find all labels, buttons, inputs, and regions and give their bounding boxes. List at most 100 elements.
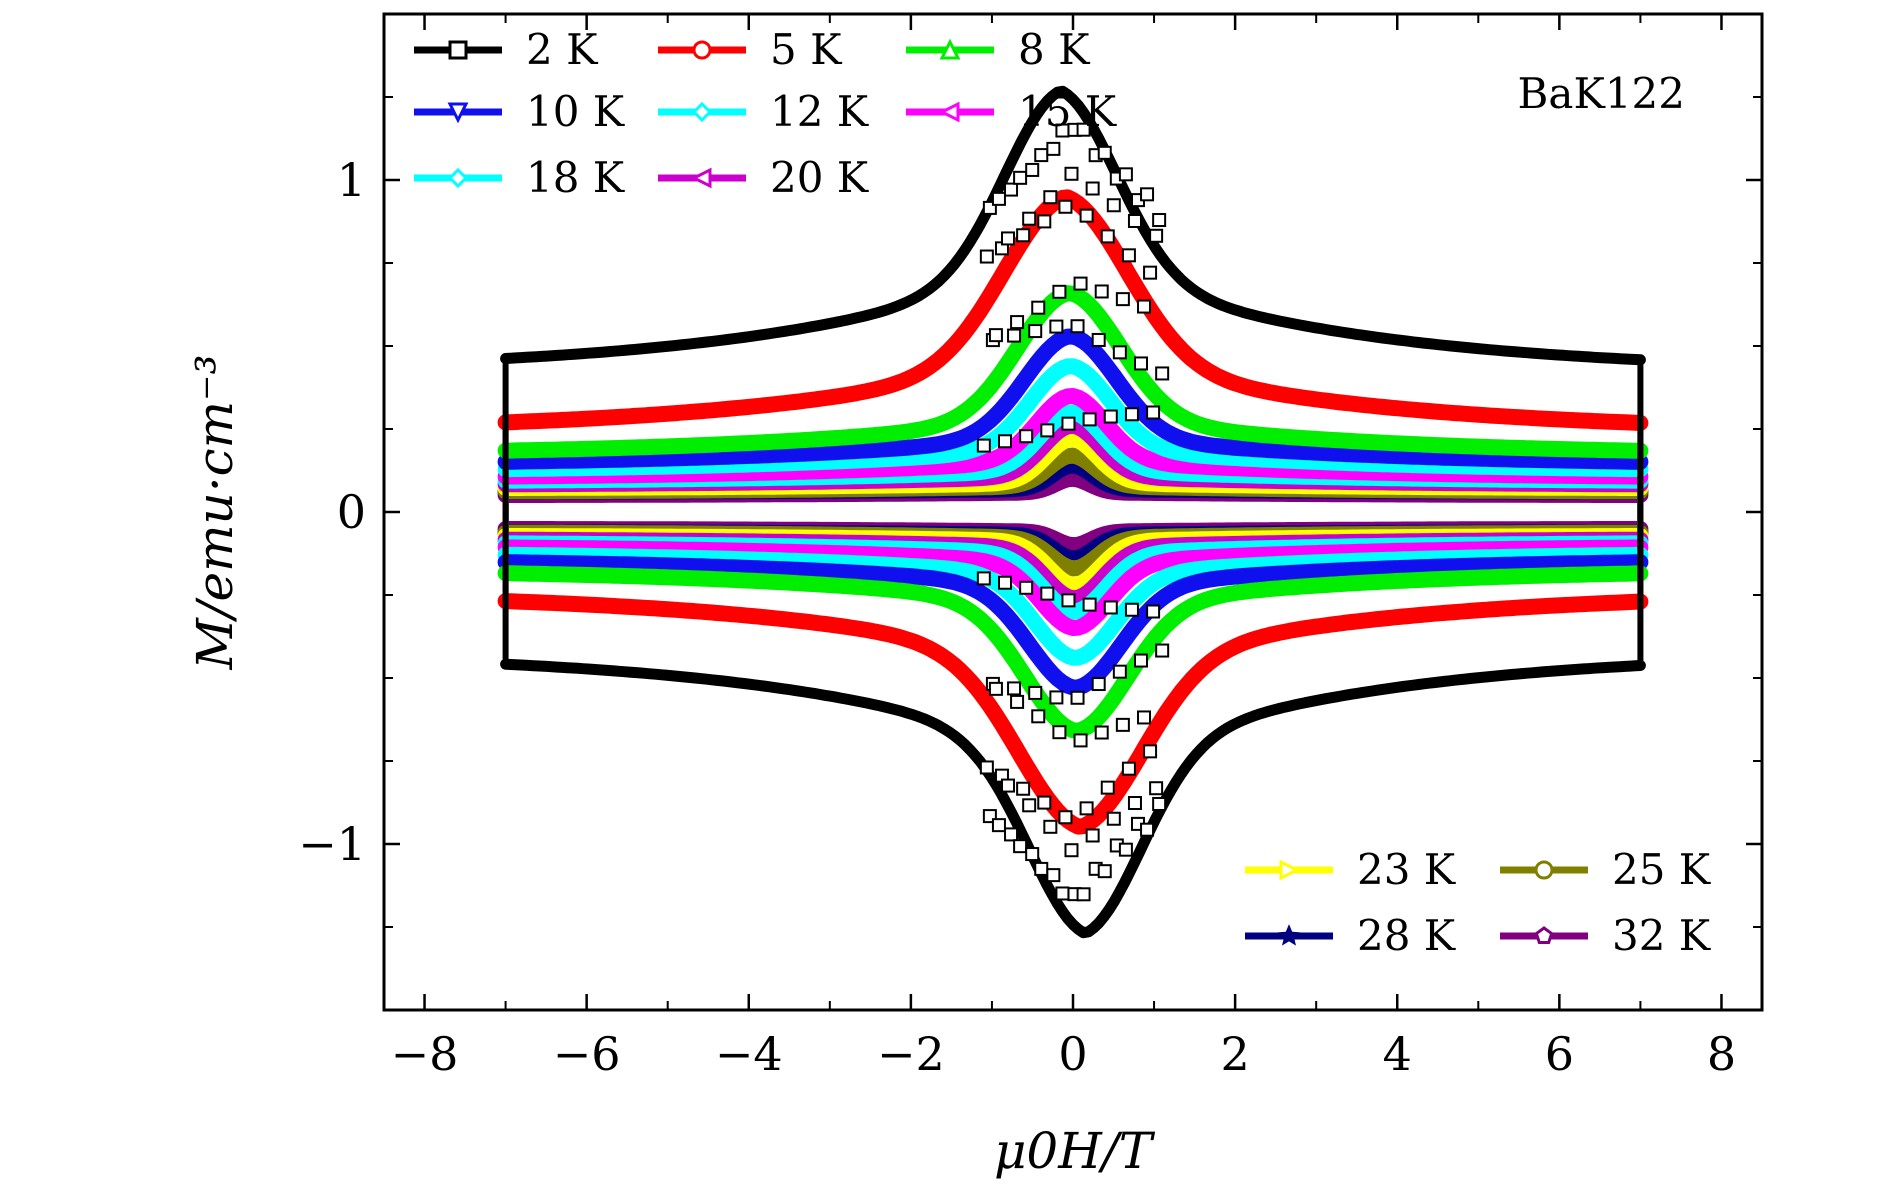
marker-square: [1007, 681, 1022, 696]
marker-square: [1127, 796, 1142, 811]
marker-square: [1034, 861, 1049, 876]
x-tick-label: −4: [715, 1027, 783, 1081]
y-tick-label: 0: [337, 485, 366, 539]
marker-square: [988, 328, 1003, 343]
marker-square: [1121, 761, 1136, 776]
marker-square: [1118, 167, 1133, 182]
marker-square: [1124, 407, 1139, 422]
marker-square: [1146, 604, 1161, 619]
marker-square: [1028, 685, 1043, 700]
legend-marker-triangle-right: [1279, 859, 1301, 881]
legend-entry-28k: 28 K: [1245, 911, 1457, 960]
marker-square: [1094, 284, 1109, 299]
marker-square: [1079, 801, 1094, 816]
marker-square: [1091, 332, 1106, 347]
legend-label: 5 K: [770, 25, 843, 74]
sample-annotation: BaK122: [1518, 69, 1685, 118]
legend-entry-23k: 23 K: [1245, 845, 1457, 894]
marker-square: [1031, 709, 1046, 724]
marker-square: [1143, 744, 1158, 759]
marker-square: [1106, 811, 1121, 826]
marker-square: [1058, 199, 1073, 214]
marker-square: [1076, 887, 1091, 902]
marker-square: [1091, 677, 1106, 692]
marker-square: [1049, 690, 1064, 705]
marker-square: [1103, 409, 1118, 424]
marker-square: [1049, 319, 1064, 334]
marker-square: [991, 818, 1006, 833]
marker-square: [1097, 864, 1112, 879]
legend-marker-star: [1277, 924, 1301, 946]
marker-square: [1100, 780, 1115, 795]
marker-square: [997, 434, 1012, 449]
x-tick-label: 0: [1058, 1027, 1087, 1081]
legend-entry-10k: 10 K: [414, 87, 626, 136]
marker-square: [1143, 265, 1158, 280]
marker-square: [1140, 822, 1155, 837]
legend-entry-25k: 25 K: [1500, 845, 1712, 894]
marker-square: [1028, 324, 1043, 339]
legend-entry-5k: 5 K: [658, 25, 843, 74]
marker-square: [991, 191, 1006, 206]
marker-square: [1010, 315, 1025, 330]
series-line-upper: [497, 358, 1649, 478]
marker-square: [1052, 284, 1067, 299]
marker-square: [1019, 429, 1034, 444]
legend-label: 23 K: [1357, 845, 1457, 894]
marker-square: [1137, 710, 1152, 725]
marker-square: [1001, 231, 1016, 246]
series-line-lower: [497, 546, 1649, 666]
marker-square: [1061, 416, 1076, 431]
marker-square: [1058, 810, 1073, 825]
marker-square: [1097, 145, 1112, 160]
marker-square: [1022, 798, 1037, 813]
legend-marker-triangle-left: [690, 167, 712, 189]
marker-square: [1070, 319, 1085, 334]
x-tick-label: −8: [391, 1027, 459, 1081]
series-line-upper: [497, 388, 1649, 485]
marker-square: [1004, 182, 1019, 197]
marker-square: [1106, 198, 1121, 213]
marker-square: [1073, 733, 1088, 748]
series-line-lower: [497, 565, 1649, 739]
marker-square: [1082, 412, 1097, 427]
y-tick-label: −1: [298, 817, 366, 871]
legend-marker-pentagon: [1534, 926, 1554, 944]
legend-label: 32 K: [1612, 911, 1712, 960]
marker-square: [979, 760, 994, 775]
y-axis-title: M/emu·cm⁻³: [186, 355, 244, 671]
marker-square: [1152, 213, 1167, 228]
marker-square: [1134, 653, 1149, 668]
marker-square: [1118, 842, 1133, 857]
marker-square: [1134, 356, 1149, 371]
marker-square: [1037, 795, 1052, 810]
marker-square: [1013, 170, 1028, 185]
marker-square: [1046, 868, 1061, 883]
marker-square: [1040, 586, 1055, 601]
marker-square: [1064, 843, 1079, 858]
marker-square: [1115, 717, 1130, 732]
legend-entry-2k: 2 K: [414, 25, 599, 74]
legend-entry-15k: 15 K: [906, 87, 1118, 136]
legend-label: 28 K: [1357, 911, 1457, 960]
legend-marker-diamond: [691, 101, 713, 123]
series-line-lower: [497, 539, 1649, 636]
marker-square: [1124, 602, 1139, 617]
marker-square: [1061, 593, 1076, 608]
marker-square: [1115, 292, 1130, 307]
marker-square: [997, 575, 1012, 590]
legend-label: 10 K: [526, 87, 626, 136]
marker-square: [1155, 366, 1170, 381]
series-line-upper: [500, 85, 1646, 366]
series-line-upper: [497, 285, 1649, 459]
series-line-lower: [497, 593, 1649, 835]
legend-entry-32k: 32 K: [1500, 911, 1712, 960]
legend-marker-circle: [692, 40, 712, 60]
x-axis-title: μ0H/T: [994, 1122, 1156, 1180]
marker-square: [1103, 600, 1118, 615]
marker-square: [1031, 300, 1046, 315]
x-tick-label: 8: [1707, 1027, 1736, 1081]
marker-square: [1016, 228, 1031, 243]
marker-square: [1040, 423, 1055, 438]
